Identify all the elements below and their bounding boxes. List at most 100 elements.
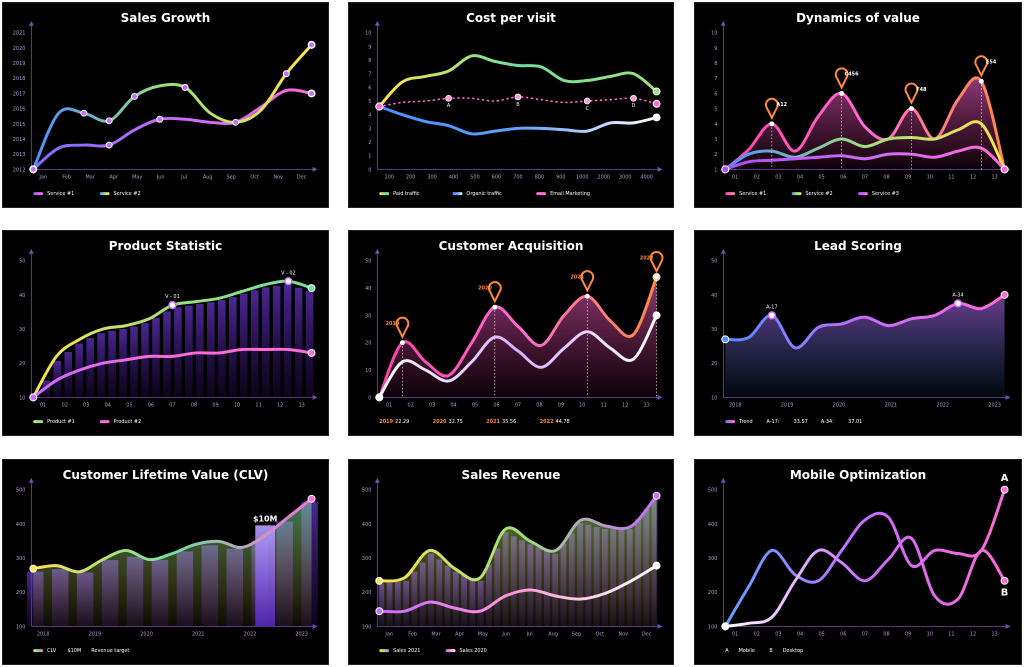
series-endpoint [721,165,730,174]
data-point [181,83,189,91]
series-endpoint [652,87,661,96]
x-tick-label: 04 [450,402,456,408]
x-tick-label: Nov [618,631,628,637]
y-axis-arrow-icon [374,477,380,483]
y-tick-label: 2015 [13,122,26,128]
chart-title: Lead Scoring [814,239,902,253]
y-axis-arrow-icon [28,248,34,254]
x-tick-label: 300 [427,174,436,180]
series-endpoint [375,576,384,585]
legend-swatch [725,192,736,196]
chart-panel-p7: Customer Lifetime Value (CLV) 100 200 300 40… [2,459,329,665]
y-tick-label: 100 [362,624,371,630]
background-bar [141,323,149,398]
legend-label: Service #2 [806,191,833,197]
y-axis-arrow-icon [374,20,380,26]
x-tick-label: 06 [840,631,846,637]
x-tick-label: 04 [797,174,803,180]
series-line-0 [377,275,659,399]
legend-swatch [858,192,868,196]
legend-swatch [791,192,802,196]
y-tick-label: 2018 [13,76,26,82]
x-tick-label: 12 [622,402,628,408]
series-line-0 [377,494,659,583]
x-tick-label: 12 [970,631,976,637]
y-tick-label: 50 [365,259,371,265]
series-line-1 [377,313,659,399]
chart-panel-p3: Dynamics of value 1 2 3 4 5 6 7 8 9 10 01 02 03 04 05 06… [694,2,1022,208]
background-bar [207,302,215,398]
x-tick-label: 2021 [192,631,205,637]
y-axis-arrow-icon [720,477,726,483]
x-tick-label: 04 [797,631,803,637]
y-axis-arrow-icon [28,477,34,483]
x-tick-label: 100 [384,174,393,180]
pin-point [839,90,845,96]
chart-svg: 10 20 30 40 50 2018 2019 2020 2021 2022 2023 A-17 A-… [711,248,1011,425]
chart-svg: 2012 2013 2014 2015 2016 2017 2018 2019 2020 2021… [13,20,318,197]
x-tick-label: 2018 [37,631,50,637]
x-tick-label: 05 [472,402,478,408]
x-tick-label: Aug [548,631,558,637]
pin-point [399,340,405,346]
background-bar [305,291,314,398]
x-tick-label: 07 [169,402,175,408]
y-tick-label: 400 [362,522,371,528]
x-axis-arrow-icon [657,623,663,629]
y-tick-label: 7 [368,72,371,78]
legend-label: Service #3 [872,191,899,197]
y-tick-label: 0 [368,395,371,401]
chart-title: Customer Lifetime Value (CLV) [62,468,269,482]
pin-point [492,304,498,310]
pin-label: 2019 [386,321,400,327]
series-line-1 [31,43,314,171]
data-point [80,109,88,117]
legend-swatch [99,192,110,196]
x-tick-label: 02 [754,174,760,180]
x-tick-label: 2019 [89,631,102,637]
x-tick-label: 2019 [781,402,794,408]
legend-label: Sales 2020 [460,648,487,654]
x-tick-label: 10 [927,631,933,637]
y-tick-label: 200 [16,590,25,596]
email-point-label: C [586,106,590,112]
background-bar [239,293,248,398]
y-tick-label: 30 [365,313,371,319]
legend-swatch [33,192,44,196]
area-fill [725,77,1005,170]
pin-label: E54 [986,59,997,65]
x-tick-label: 13 [644,402,650,408]
x-tick-label: Mar [86,174,96,180]
x-tick-label: 03 [775,631,781,637]
data-point [308,41,316,49]
legend-swatch [725,420,736,424]
pin-icon [834,67,849,90]
y-tick-label: 4 [368,113,371,119]
x-tick-label: Sep [227,174,236,180]
y-tick-label: 400 [708,522,717,528]
legend-swatch [33,420,44,424]
x-tick-label: 700 [513,174,522,180]
x-tick-label: 02 [754,631,760,637]
area-fill [379,495,657,627]
x-tick-label: 11 [255,402,261,408]
x-tick-label: 2022 [936,402,949,408]
email-point [514,93,522,101]
data-point [156,115,164,123]
y-tick-label: 50 [711,259,717,265]
y-tick-label: 2 [714,152,717,158]
x-tick-label: 4000 [640,174,653,180]
background-bar [294,287,303,398]
annotation-point [168,300,177,310]
x-tick-label: 06 [148,402,154,408]
end-label: B [1001,588,1009,599]
series-line-0 [377,54,659,108]
series-endpoint [721,622,730,631]
legend-label: Organic traffic [466,191,502,197]
chart-svg: 100 200 300 400 500 01 02 03 04 05 06 07 08 09 10 11 12 1… [708,473,1011,654]
y-tick-label: 2017 [13,91,26,97]
data-point [282,70,290,78]
x-tick-label: 12 [277,402,283,408]
x-tick-label: 03 [775,174,781,180]
